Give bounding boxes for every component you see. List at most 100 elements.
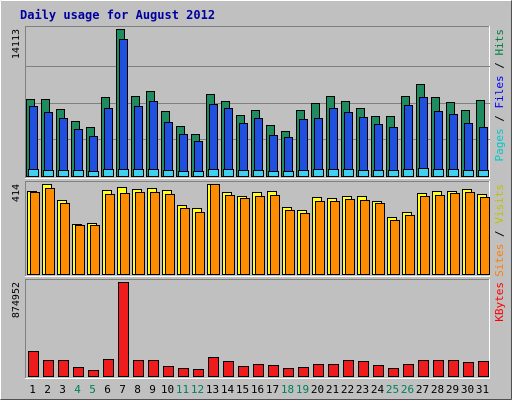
kbytes-bar-kbytes-day-25 [388, 368, 399, 377]
day-label-29: 29 [446, 383, 459, 396]
visits-bar-sites-day-21 [330, 201, 340, 275]
hits-bar-pages-day-27 [418, 168, 429, 177]
legend-separator: / [493, 109, 506, 129]
kbytes-bar-kbytes-day-15 [238, 366, 249, 377]
day-label-28: 28 [431, 383, 444, 396]
visits-bar-sites-day-6 [105, 194, 115, 275]
visits-bar-sites-day-15 [240, 198, 250, 275]
hits-bar-pages-day-17 [268, 171, 279, 177]
hits-bar-pages-day-3 [58, 170, 69, 177]
hits-bar-pages-day-18 [283, 171, 294, 177]
hits-bar-files-day-18 [284, 137, 293, 177]
hits-bar-files-day-28 [434, 111, 443, 177]
visits-bar-sites-day-20 [315, 201, 325, 275]
hits-bar-files-day-20 [314, 118, 323, 177]
legend-visits: Visits [493, 184, 506, 224]
visits-bar-sites-day-1 [30, 192, 40, 275]
panel-hits: 14113 Pages / Files / Hits [11, 26, 506, 179]
hits-bar-pages-day-20 [313, 169, 324, 177]
hits-bar-pages-day-19 [298, 170, 309, 177]
visits-bar-sites-day-22 [345, 199, 355, 275]
visits-bar-sites-day-26 [405, 215, 415, 275]
hits-bar-pages-day-5 [88, 171, 99, 177]
legend-files: Files [493, 75, 506, 108]
visits-bar-sites-day-30 [465, 192, 475, 275]
hits-bar-files-day-17 [269, 135, 278, 177]
kbytes-bar-kbytes-day-22 [343, 360, 354, 377]
kbytes-bar-kbytes-day-12 [193, 369, 204, 377]
visits-bar-sites-day-14 [225, 195, 235, 275]
hits-bar-files-day-26 [404, 105, 413, 177]
chart-title: Daily usage for August 2012 [20, 8, 215, 22]
hits-bar-pages-day-11 [178, 171, 189, 177]
day-label-8: 8 [134, 383, 141, 396]
visits-bar-sites-day-5 [90, 225, 100, 275]
visits-bar-sites-day-29 [450, 193, 460, 275]
hits-bar-files-day-13 [209, 104, 218, 177]
kbytes-bar-kbytes-day-23 [358, 361, 369, 377]
kbytes-bar-kbytes-day-21 [328, 364, 339, 377]
kbytes-bar-kbytes-day-3 [58, 360, 69, 377]
panel-visits-max-label: 414 [11, 184, 22, 202]
legend-hits: Hits [493, 29, 506, 56]
kbytes-bar-kbytes-day-6 [103, 359, 114, 377]
visits-bar-sites-day-27 [420, 196, 430, 275]
hits-bar-files-day-9 [149, 101, 158, 177]
kbytes-bar-kbytes-day-16 [253, 364, 264, 377]
panel-hits-max-label: 14113 [11, 29, 22, 59]
legend-separator: / [493, 224, 506, 244]
day-label-31: 31 [476, 383, 489, 396]
hits-bar-pages-day-24 [373, 170, 384, 177]
kbytes-bar-kbytes-day-19 [298, 367, 309, 377]
hits-bar-files-day-8 [134, 106, 143, 177]
day-label-1: 1 [29, 383, 36, 396]
visits-bar-sites-day-17 [270, 195, 280, 275]
panel-kbytes-legend: KBytes [493, 282, 506, 322]
visits-bar-sites-day-31 [480, 197, 490, 275]
hits-bar-pages-day-12 [193, 171, 204, 177]
day-label-19: 19 [296, 383, 309, 396]
kbytes-bar-kbytes-day-13 [208, 357, 219, 377]
hits-bar-files-day-3 [59, 118, 68, 177]
day-labels: 1 2 3 4 5 6 7 8 9 10 11 12 13 14 15 16 17 18 19 20 21 22 23 24 2… [29, 383, 489, 396]
kbytes-bar-kbytes-day-10 [163, 366, 174, 377]
hits-bar-files-day-30 [464, 123, 473, 177]
visits-bar-sites-day-24 [375, 203, 385, 275]
day-label-20: 20 [311, 383, 324, 396]
hits-bar-files-day-16 [254, 118, 263, 177]
visits-bar-sites-day-16 [255, 196, 265, 275]
day-label-18: 18 [281, 383, 294, 396]
kbytes-bar-kbytes-day-31 [478, 361, 489, 377]
hits-bar-pages-day-4 [73, 170, 84, 177]
panel-kbytes-area [25, 279, 490, 379]
kbytes-bar-kbytes-day-30 [463, 362, 474, 377]
kbytes-bar-kbytes-day-29 [448, 360, 459, 377]
visits-bar-sites-day-3 [60, 203, 70, 275]
kbytes-bar-kbytes-day-26 [403, 364, 414, 377]
legend-separator: / [493, 56, 506, 76]
visits-bar-sites-day-11 [180, 208, 190, 275]
hits-bar-pages-day-31 [478, 170, 489, 177]
hits-bar-files-day-22 [344, 112, 353, 177]
hits-bar-pages-day-13 [208, 169, 219, 177]
kbytes-bar-kbytes-day-17 [268, 365, 279, 377]
hits-bar-pages-day-21 [328, 169, 339, 177]
hits-bar-pages-day-16 [253, 170, 264, 177]
visits-bar-sites-day-23 [360, 200, 370, 275]
visits-bar-sites-day-10 [165, 194, 175, 275]
hits-bar-pages-day-9 [148, 169, 159, 177]
day-label-26: 26 [401, 383, 414, 396]
hits-bar-files-day-6 [104, 108, 113, 177]
hits-bar-files-day-19 [299, 119, 308, 177]
day-label-30: 30 [461, 383, 474, 396]
hits-bar-files-day-5 [89, 136, 98, 177]
visits-bar-sites-day-8 [135, 192, 145, 275]
day-label-24: 24 [371, 383, 385, 396]
day-label-15: 15 [236, 383, 249, 396]
panel-visits-legend: Sites / Visits [493, 184, 506, 277]
visits-bar-sites-day-2 [45, 188, 55, 275]
hits-bar-pages-day-14 [223, 169, 234, 177]
day-label-7: 7 [119, 383, 126, 396]
panel-visits: 414 Sites / Visits [11, 181, 506, 277]
